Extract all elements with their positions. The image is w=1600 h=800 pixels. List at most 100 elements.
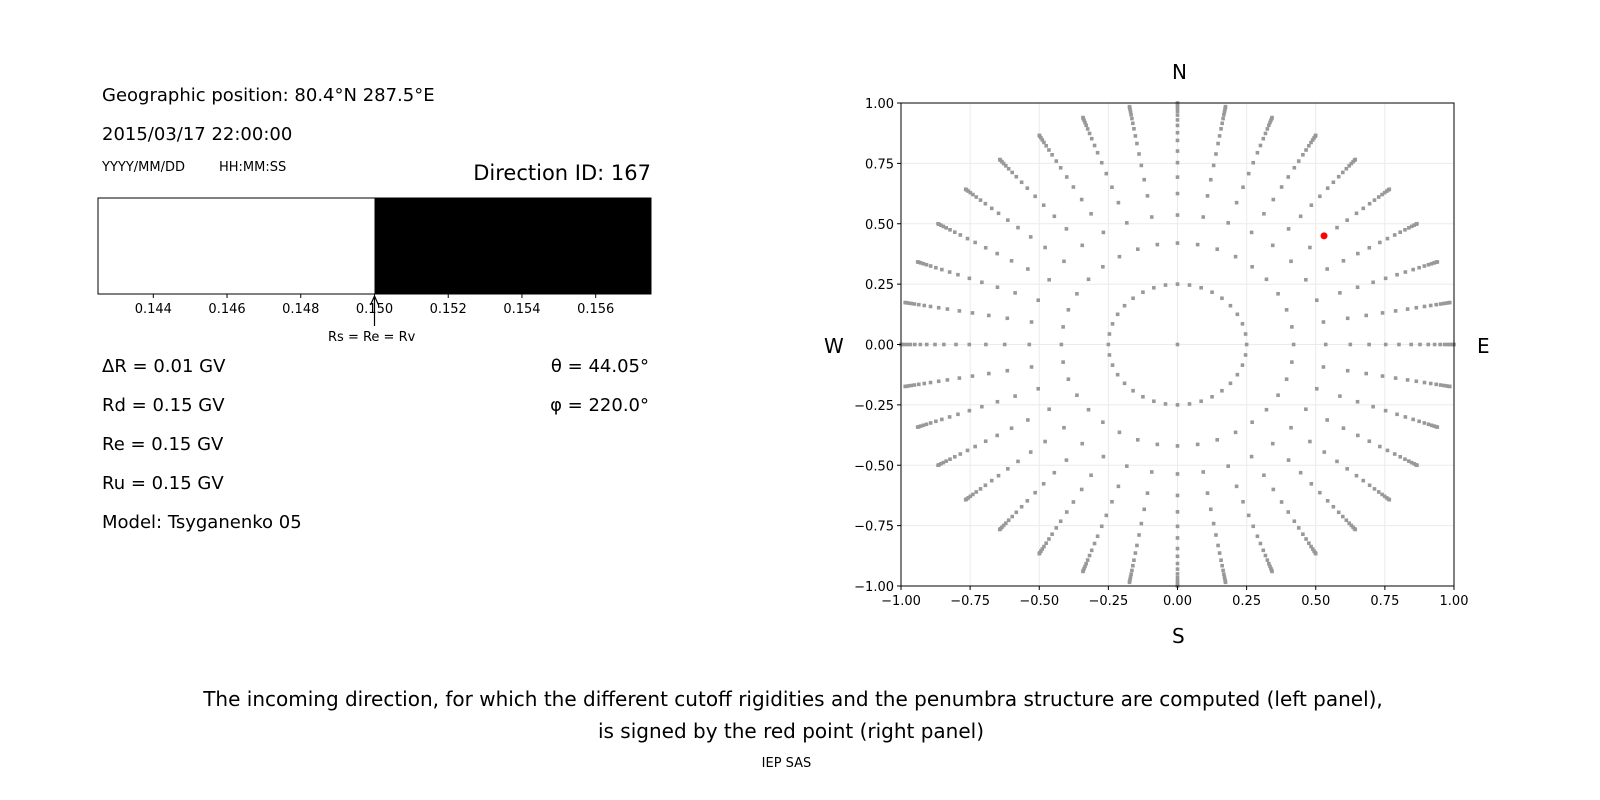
direction-point	[1393, 376, 1398, 380]
direction-point	[1129, 572, 1133, 577]
direction-point	[1240, 322, 1245, 326]
direction-point	[1089, 136, 1094, 141]
direction-point	[1341, 259, 1346, 263]
direction-point	[1175, 160, 1180, 165]
direction-point	[1263, 131, 1268, 136]
direction-point	[984, 342, 988, 347]
direction-point	[917, 382, 921, 387]
direction-point	[1444, 301, 1449, 305]
direction-point	[1014, 174, 1019, 179]
direction-point	[1050, 532, 1054, 536]
direction-point	[1318, 194, 1322, 199]
direction-point	[1345, 368, 1350, 373]
direction-point	[1099, 524, 1104, 529]
direction-point	[1101, 230, 1106, 235]
x-tick-label: 0.50	[1301, 594, 1330, 609]
direction-point	[1349, 523, 1354, 528]
direction-point	[1013, 291, 1017, 295]
direction-point	[1128, 575, 1133, 579]
direction-point	[1080, 441, 1085, 446]
direction-point	[1426, 342, 1431, 347]
direction-point	[1004, 163, 1008, 168]
direction-point	[1354, 211, 1359, 216]
direction-point	[1025, 186, 1030, 190]
direction-point	[997, 527, 1002, 532]
direction-point	[1405, 307, 1410, 311]
x-tick-label: 1.00	[1440, 594, 1469, 609]
west-label: W	[824, 334, 844, 358]
direction-point	[1244, 342, 1249, 347]
direction-point	[1371, 280, 1375, 285]
direction-point	[1338, 394, 1342, 398]
direction-point	[1137, 533, 1141, 537]
direction-point	[1380, 492, 1384, 497]
direction-point	[903, 300, 908, 305]
direction-point	[1222, 112, 1226, 117]
direction-point	[1175, 472, 1180, 476]
direction-point	[939, 462, 943, 466]
direction-point	[1041, 482, 1046, 486]
direction-point	[1262, 473, 1266, 478]
direction-point	[1175, 113, 1180, 117]
direction-point	[1175, 149, 1180, 153]
x-tick-label: −0.25	[1088, 594, 1128, 609]
direction-point	[1398, 230, 1402, 235]
direction-point	[1137, 152, 1141, 156]
direction-point	[1050, 153, 1054, 157]
direction-point	[1199, 285, 1203, 290]
direction-point	[1263, 553, 1268, 558]
direction-point	[941, 224, 946, 229]
direction-point	[936, 379, 941, 384]
direction-point	[1175, 191, 1180, 196]
direction-point	[1243, 332, 1248, 336]
direction-point	[1367, 342, 1371, 347]
direction-point	[915, 425, 920, 429]
direction-point	[1006, 166, 1011, 171]
direction-point	[1152, 285, 1156, 290]
direction-point	[1448, 342, 1453, 347]
direction-point	[1290, 360, 1294, 364]
direction-point	[996, 211, 1001, 216]
direction-point	[1223, 580, 1228, 585]
direction-point	[1378, 444, 1382, 449]
direction-point	[1208, 507, 1213, 512]
direction-point	[1321, 320, 1326, 324]
direction-point	[1372, 198, 1377, 202]
direction-point	[1175, 138, 1180, 143]
direction-point	[934, 419, 938, 424]
direction-point	[1222, 575, 1227, 579]
direction-point	[922, 303, 927, 308]
direction-point	[1267, 561, 1271, 566]
direction-point	[1309, 203, 1314, 207]
direction-point	[983, 201, 988, 206]
direction-point	[1235, 312, 1240, 317]
selected-direction-point	[1320, 232, 1328, 240]
direction-point	[1347, 521, 1351, 526]
direction-point	[1354, 473, 1359, 478]
direction-point	[928, 304, 933, 309]
direction-point	[974, 195, 979, 199]
direction-point	[1426, 262, 1431, 267]
direction-point	[1309, 140, 1313, 145]
direction-point	[1255, 534, 1260, 539]
direction-point	[1335, 459, 1339, 464]
direction-point	[1286, 227, 1291, 231]
x-tick-label: 0.00	[1163, 594, 1192, 609]
direction-point	[1155, 442, 1160, 447]
direction-point	[1393, 309, 1398, 313]
direction-point	[1117, 254, 1122, 259]
direction-point	[1116, 484, 1121, 489]
direction-point	[1075, 393, 1079, 398]
direction-point	[1367, 245, 1372, 250]
direction-point	[1175, 342, 1180, 347]
direction-point	[1027, 342, 1032, 347]
direction-point	[1341, 426, 1346, 430]
south-label: S	[1172, 624, 1185, 648]
direction-point	[1291, 342, 1296, 347]
direction-point	[1323, 342, 1328, 347]
direction-point	[1308, 245, 1312, 250]
direction-point	[1211, 521, 1216, 526]
direction-point	[1426, 422, 1431, 427]
direction-point	[1009, 259, 1014, 263]
direction-point	[1042, 544, 1046, 549]
